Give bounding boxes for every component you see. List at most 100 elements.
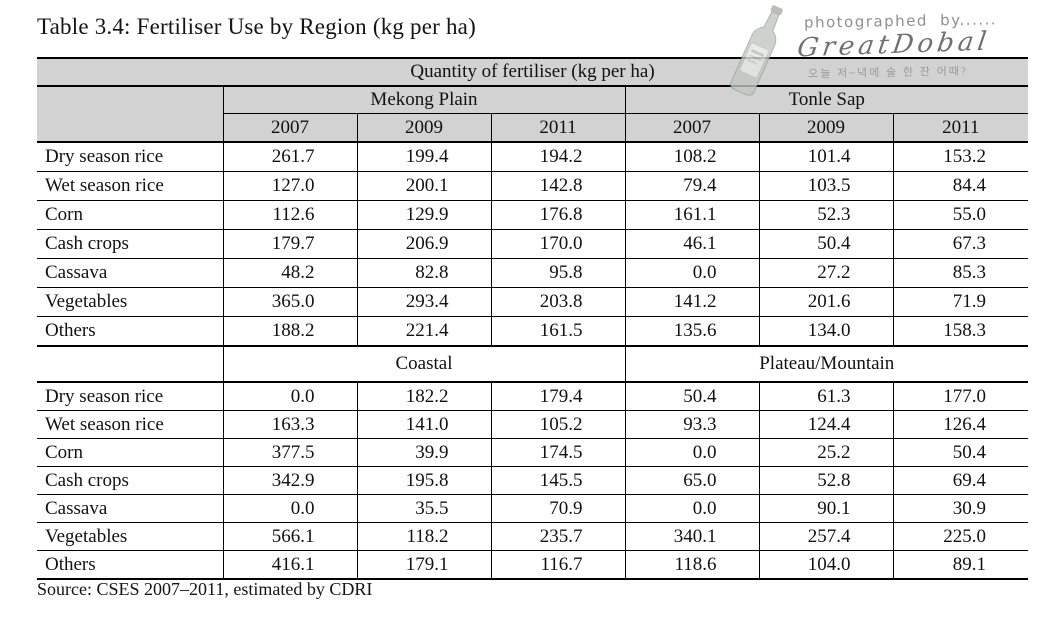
- value-cell: 25.2: [758, 438, 893, 467]
- value-cell: 199.4: [356, 142, 491, 172]
- watermark-photographed-by-text: photographed by......: [803, 10, 998, 32]
- table-row: Wet season rice 127.0 200.1 142.8 79.4 103.5 8…: [37, 171, 1029, 201]
- region-band-row: Coastal Plateau/Mountain: [37, 346, 1029, 383]
- value-cell: 158.3: [892, 316, 1029, 347]
- value-cell: 416.1: [222, 550, 357, 580]
- value-cell: 50.4: [758, 229, 893, 259]
- table-header-block: Quantity of fertiliser (kg per ha) Mekon…: [37, 57, 1029, 143]
- value-cell: 129.9: [356, 200, 491, 230]
- table-row: Others 188.2 221.4 161.5 135.6 134.0 158.3: [37, 316, 1029, 347]
- value-cell: 163.3: [222, 410, 357, 439]
- value-cell: 85.3: [892, 258, 1029, 288]
- value-cell: 50.4: [892, 438, 1029, 467]
- value-cell: 50.4: [624, 382, 759, 411]
- value-cell: 84.4: [892, 171, 1029, 201]
- row-label: Vegetables: [37, 522, 223, 551]
- region-header-row: Mekong Plain Tonle Sap: [37, 86, 1029, 143]
- block-coastal-plateau-rows: Dry season rice 0.0 182.2 179.4 50.4 61.3 177.…: [37, 382, 1029, 580]
- source-note: Source: CSES 2007–2011, estimated by CDR…: [37, 579, 373, 599]
- value-cell: 48.2: [222, 258, 357, 288]
- value-cell: 176.8: [490, 200, 625, 230]
- value-cell: 0.0: [624, 258, 759, 288]
- value-cell: 170.0: [490, 229, 625, 259]
- region-header-coastal: Coastal: [222, 346, 625, 383]
- row-label: Dry season rice: [37, 142, 223, 172]
- value-cell: 342.9: [222, 466, 357, 495]
- row-label: Vegetables: [37, 287, 223, 317]
- value-cell: 70.9: [490, 494, 625, 523]
- table-row: Corn 112.6 129.9 176.8 161.1 52.3 55.0: [37, 200, 1029, 230]
- value-cell: 35.5: [356, 494, 491, 523]
- value-cell: 79.4: [624, 171, 759, 201]
- block-mekong-tonle-rows: Dry season rice 261.7 199.4 194.2 108.2 101.4…: [37, 142, 1029, 347]
- value-cell: 141.2: [624, 287, 759, 317]
- value-cell: 67.3: [892, 229, 1029, 259]
- year-header-row: 2007 2009 2011 2007 2009 2011: [37, 113, 1029, 143]
- value-cell: 112.6: [222, 200, 357, 230]
- value-cell: 161.1: [624, 200, 759, 230]
- row-label: Dry season rice: [37, 382, 223, 411]
- value-cell: 206.9: [356, 229, 491, 259]
- year-header: 2011: [892, 113, 1029, 143]
- value-cell: 30.9: [892, 494, 1029, 523]
- table-row: Vegetables 566.1 118.2 235.7 340.1 257.4 225.0: [37, 522, 1029, 551]
- value-cell: 126.4: [892, 410, 1029, 439]
- value-cell: 71.9: [892, 287, 1029, 317]
- table-row: Cash crops 179.7 206.9 170.0 46.1 50.4 67.3: [37, 229, 1029, 259]
- value-cell: 153.2: [892, 142, 1029, 172]
- band-blank-cell: [37, 346, 223, 383]
- value-cell: 177.0: [892, 382, 1029, 411]
- region-header-plateau-mountain: Plateau/Mountain: [624, 346, 1029, 383]
- year-header: 2011: [490, 113, 625, 143]
- value-cell: 69.4: [892, 466, 1029, 495]
- value-cell: 161.5: [490, 316, 625, 347]
- value-cell: 105.2: [490, 410, 625, 439]
- value-cell: 89.1: [892, 550, 1029, 580]
- table-row: Cash crops 342.9 195.8 145.5 65.0 52.8 69.4: [37, 466, 1029, 495]
- value-cell: 200.1: [356, 171, 491, 201]
- value-cell: 179.4: [490, 382, 625, 411]
- value-cell: 116.7: [490, 550, 625, 580]
- value-cell: 0.0: [624, 494, 759, 523]
- corner-blank-cell: [37, 86, 223, 143]
- value-cell: 0.0: [222, 382, 357, 411]
- value-cell: 82.8: [356, 258, 491, 288]
- value-cell: 103.5: [758, 171, 893, 201]
- value-cell: 141.0: [356, 410, 491, 439]
- table-row: Others 416.1 179.1 116.7 118.6 104.0 89.1: [37, 550, 1029, 580]
- value-cell: 118.6: [624, 550, 759, 580]
- value-cell: 293.4: [356, 287, 491, 317]
- row-label: Cash crops: [37, 466, 223, 495]
- value-cell: 377.5: [222, 438, 357, 467]
- row-label: Corn: [37, 200, 223, 230]
- table-row: Vegetables 365.0 293.4 203.8 141.2 201.6 71.9: [37, 287, 1029, 317]
- value-cell: 52.8: [758, 466, 893, 495]
- value-cell: 566.1: [222, 522, 357, 551]
- row-label: Cash crops: [37, 229, 223, 259]
- value-cell: 0.0: [624, 438, 759, 467]
- value-cell: 135.6: [624, 316, 759, 347]
- row-label: Wet season rice: [37, 171, 223, 201]
- row-label: Corn: [37, 438, 223, 467]
- value-cell: 365.0: [222, 287, 357, 317]
- value-cell: 182.2: [356, 382, 491, 411]
- fertiliser-table: Quantity of fertiliser (kg per ha) Mekon…: [37, 57, 1029, 580]
- value-cell: 142.8: [490, 171, 625, 201]
- value-cell: 145.5: [490, 466, 625, 495]
- value-cell: 201.6: [758, 287, 893, 317]
- year-header: 2007: [222, 113, 357, 143]
- value-cell: 55.0: [892, 200, 1029, 230]
- value-cell: 108.2: [624, 142, 759, 172]
- value-cell: 93.3: [624, 410, 759, 439]
- table-row: Corn 377.5 39.9 174.5 0.0 25.2 50.4: [37, 438, 1029, 467]
- table-row: Dry season rice 0.0 182.2 179.4 50.4 61.3 177.…: [37, 382, 1029, 411]
- value-cell: 127.0: [222, 171, 357, 201]
- value-cell: 195.8: [356, 466, 491, 495]
- table-row: Cassava 48.2 82.8 95.8 0.0 27.2 85.3: [37, 258, 1029, 288]
- value-cell: 340.1: [624, 522, 759, 551]
- value-cell: 257.4: [758, 522, 893, 551]
- row-label: Cassava: [37, 494, 223, 523]
- year-header: 2007: [624, 113, 759, 143]
- row-label: Wet season rice: [37, 410, 223, 439]
- value-cell: 104.0: [758, 550, 893, 580]
